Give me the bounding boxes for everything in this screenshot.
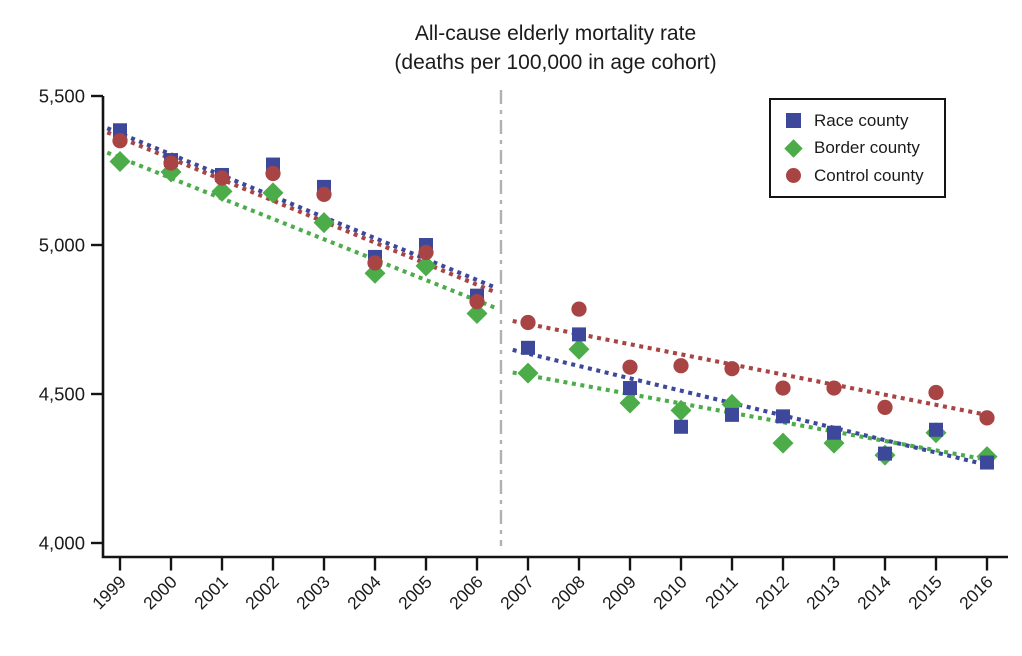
legend-item-control-county: Control county <box>786 166 940 186</box>
x-axis-tick-label-2003: 2003 <box>292 572 334 614</box>
chart-title: All-cause elderly mortality rate (deaths… <box>103 19 1008 77</box>
marker-race-2008 <box>572 327 586 342</box>
marker-control-2003 <box>316 186 332 202</box>
x-axis-tick-label-2001: 2001 <box>190 572 232 614</box>
race-county-square-icon <box>786 113 801 128</box>
marker-race-2016 <box>980 455 994 470</box>
marker-control-2008 <box>571 301 587 317</box>
marker-control-2000 <box>163 155 179 171</box>
x-axis-tick-label-2013: 2013 <box>802 572 844 614</box>
y-axis-tick-label-5500: 5,500 <box>39 86 85 107</box>
marker-border-2006 <box>466 303 488 325</box>
marker-control-1999 <box>112 133 128 149</box>
x-axis-tick-label-2009: 2009 <box>598 572 640 614</box>
x-axis-tick-label-2006: 2006 <box>445 572 487 614</box>
control-county-circle-icon <box>786 168 801 183</box>
marker-race-2007 <box>521 340 535 355</box>
marker-border-2007 <box>517 362 539 384</box>
marker-race-2011 <box>725 407 739 422</box>
border-county-diamond-icon <box>784 138 803 158</box>
x-axis-tick-label-2012: 2012 <box>751 572 793 614</box>
marker-control-2012 <box>775 380 791 396</box>
chart-title-line1: All-cause elderly mortality rate <box>414 22 697 45</box>
marker-control-2001 <box>214 170 230 186</box>
y-axis-tick-label-4000: 4,000 <box>39 533 85 554</box>
marker-border-2010 <box>670 399 692 421</box>
marker-control-2016 <box>979 410 995 426</box>
marker-border-2001 <box>211 180 233 202</box>
x-axis-tick-label-2007: 2007 <box>496 572 538 614</box>
marker-border-2009 <box>619 392 641 414</box>
marker-race-2010 <box>674 419 688 434</box>
trend-line-race-pre <box>106 126 496 290</box>
x-axis-tick-label-2014: 2014 <box>853 572 895 614</box>
marker-race-2013 <box>827 425 841 440</box>
marker-control-2010 <box>673 358 689 374</box>
x-axis-tick-label-2016: 2016 <box>955 572 997 614</box>
legend: Race county Border county Control county <box>769 98 946 198</box>
legend-label-race-county: Race county <box>814 110 909 130</box>
trend-line-control-post <box>512 318 990 418</box>
marker-control-2007 <box>520 314 536 331</box>
marker-race-1999 <box>113 123 127 138</box>
y-axis-tick-label-4500: 4,500 <box>39 384 85 405</box>
legend-label-border-county: Border county <box>814 138 920 157</box>
marker-border-2002 <box>262 182 284 204</box>
marker-border-2008 <box>568 338 590 360</box>
marker-control-2006 <box>469 294 485 310</box>
marker-border-1999 <box>109 151 131 173</box>
x-axis-tick-label-2015: 2015 <box>904 572 946 614</box>
marker-race-2012 <box>776 409 790 424</box>
x-axis-tick-label-2002: 2002 <box>241 572 283 614</box>
legend-label-control-county: Control county <box>814 165 924 185</box>
marker-control-2009 <box>622 359 638 375</box>
marker-control-2015 <box>928 384 944 401</box>
x-axis-tick-label-2004: 2004 <box>343 572 385 614</box>
marker-control-2014 <box>877 399 893 416</box>
legend-item-border-county: Border county <box>784 138 940 158</box>
x-axis-tick-label-2000: 2000 <box>139 572 181 614</box>
x-axis-tick-label-2011: 2011 <box>701 572 742 613</box>
marker-control-2013 <box>826 380 842 396</box>
trend-line-border-post <box>512 370 990 463</box>
marker-control-2004 <box>367 255 383 271</box>
y-axis-tick-label-5000: 5,000 <box>39 235 85 256</box>
marker-race-2014 <box>878 446 892 461</box>
x-axis-tick-label-2005: 2005 <box>394 572 436 614</box>
x-axis-tick-label-1999: 1999 <box>88 572 130 614</box>
chart-title-line2: (deaths per 100,000 in age cohort) <box>394 51 717 74</box>
marker-control-2011 <box>724 361 740 377</box>
x-axis-tick-label-2010: 2010 <box>649 572 691 614</box>
legend-item-race-county: Race county <box>786 111 940 131</box>
marker-border-2003 <box>313 212 335 234</box>
marker-border-2005 <box>415 255 437 277</box>
x-axis-tick-label-2008: 2008 <box>547 572 589 614</box>
marker-control-2002 <box>265 165 281 182</box>
axes-spine <box>101 96 1008 559</box>
marker-control-2005 <box>418 244 434 261</box>
marker-race-2009 <box>623 381 637 396</box>
marker-border-2012 <box>772 432 794 454</box>
marker-race-2015 <box>929 422 943 437</box>
